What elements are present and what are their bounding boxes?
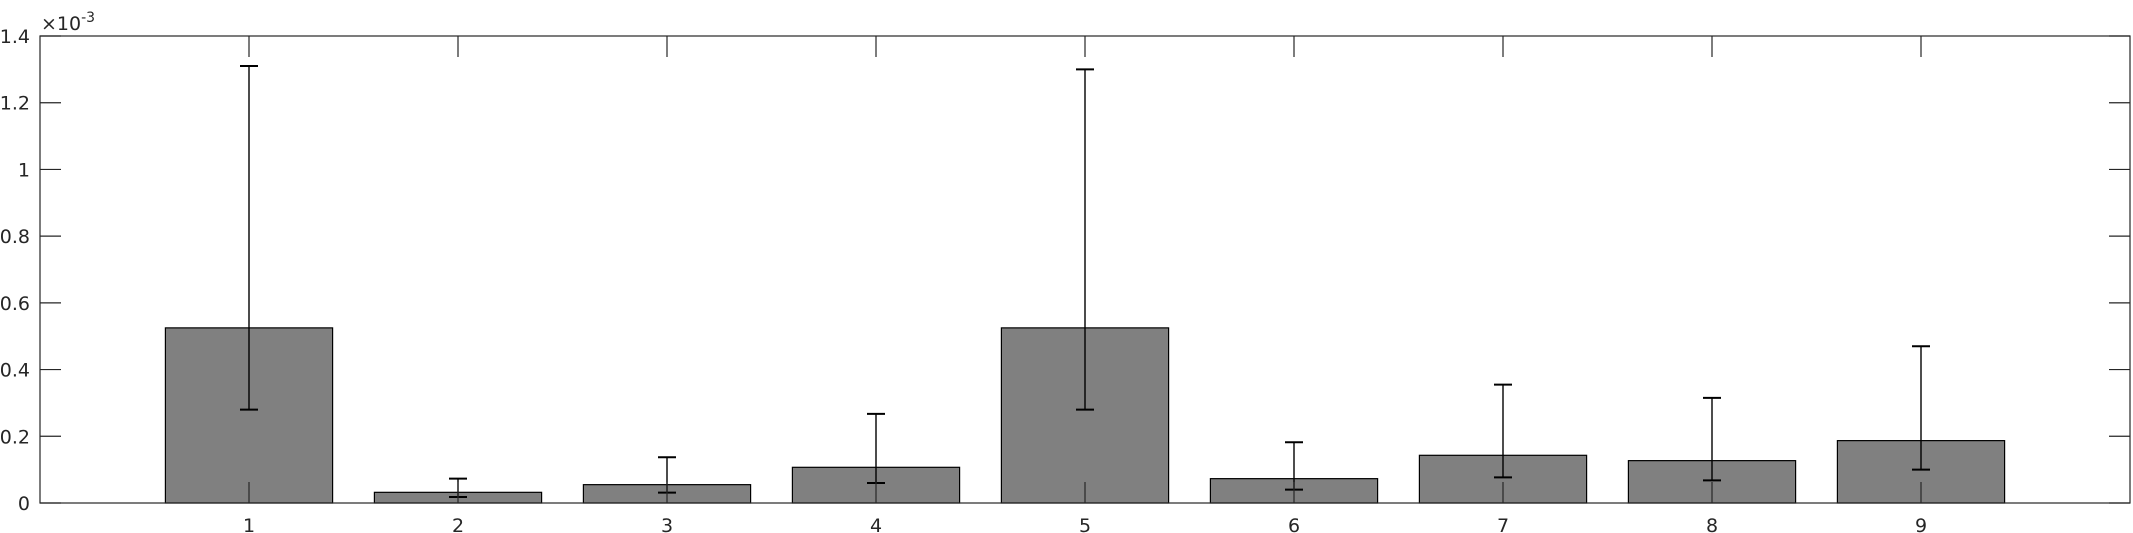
y-tick-label-0: 0	[18, 493, 30, 515]
x-tick-label-8: 8	[1706, 515, 1718, 533]
x-tick-label-9: 9	[1915, 515, 1927, 533]
y-tick-label-4: 0.8	[0, 226, 30, 248]
x-tick-label-3: 3	[661, 515, 673, 533]
axes-layer	[39, 35, 2131, 504]
y-tick-label-6: 1.2	[0, 93, 30, 115]
x-tick-label-2: 2	[452, 515, 464, 533]
x-tick-label-6: 6	[1288, 515, 1300, 533]
errorbars-layer	[240, 65, 1930, 498]
x-tick-label-1: 1	[243, 515, 255, 533]
y-tick-label-3: 0.6	[0, 293, 30, 315]
x-tick-label-4: 4	[870, 515, 882, 533]
labels-layer: 1 2 3 4 5 6 7 8 9 0 0.2 0.4 0.6 0.8 1 1.2 1.4	[0, 26, 1927, 533]
y-exponent-power: -3	[81, 10, 95, 26]
x-tick-label-5: 5	[1079, 515, 1091, 533]
y-exponent-base: ×10	[41, 13, 81, 35]
y-tick-label-7: 1.4	[0, 26, 30, 48]
y-tick-label-1: 0.2	[0, 426, 30, 448]
x-tick-label-7: 7	[1497, 515, 1509, 533]
y-tick-label-2: 0.4	[0, 360, 30, 382]
y-exponent-label: ×10-3	[41, 10, 95, 35]
y-tick-label-5: 1	[18, 159, 30, 181]
